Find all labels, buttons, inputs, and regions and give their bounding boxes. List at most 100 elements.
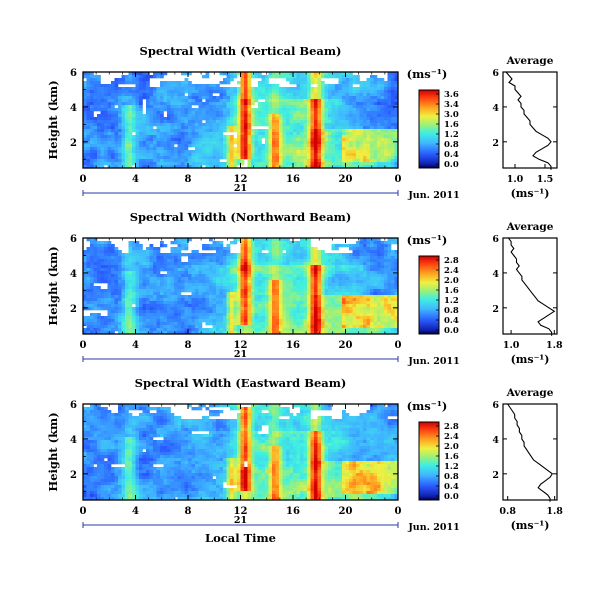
colorbar-tick-label: 3.4 — [444, 100, 459, 110]
heatmap-cell — [171, 84, 175, 87]
heatmap-cell — [122, 259, 126, 262]
heatmap-cell — [255, 265, 259, 268]
heatmap-cell — [174, 253, 178, 256]
heatmap-cell — [241, 319, 245, 322]
heatmap-cell — [143, 141, 147, 144]
heatmap-cell — [314, 268, 318, 271]
heatmap-cell — [339, 271, 343, 274]
heatmap-cell — [251, 90, 255, 93]
heatmap-cell — [318, 75, 322, 78]
heatmap-cell — [213, 310, 217, 313]
heatmap-cell — [300, 150, 304, 153]
heatmap-cell — [104, 153, 108, 156]
heatmap-cell — [325, 304, 329, 307]
heatmap-cell — [171, 123, 175, 126]
heatmap-cell — [265, 159, 269, 162]
heatmap-cell — [342, 304, 346, 307]
heatmap-cell — [241, 304, 245, 307]
heatmap-cell — [342, 295, 346, 298]
heatmap-cell — [304, 325, 308, 328]
heatmap-cell — [279, 129, 283, 132]
heatmap-cell — [321, 325, 325, 328]
heatmap-cell — [171, 96, 175, 99]
heatmap-cell — [118, 138, 122, 141]
heatmap-cell — [136, 241, 140, 244]
heatmap-cell — [283, 247, 287, 250]
heatmap-cell — [87, 138, 91, 141]
heatmap-cell — [297, 301, 301, 304]
heatmap-cell — [297, 132, 301, 135]
heatmap-cell — [318, 304, 322, 307]
heatmap-cell — [160, 298, 164, 301]
heatmap-cell — [328, 304, 332, 307]
heatmap-cell — [272, 304, 276, 307]
heatmap-cell — [353, 117, 357, 120]
heatmap-cell — [272, 292, 276, 295]
heatmap-cell — [101, 111, 105, 114]
heatmap-cell — [150, 301, 154, 304]
heatmap-cell — [391, 117, 395, 120]
heatmap-cell — [262, 144, 266, 147]
heatmap-cell — [234, 325, 238, 328]
heatmap-cell — [94, 241, 98, 244]
heatmap-cell — [157, 262, 161, 265]
heatmap-cell — [94, 159, 98, 162]
heatmap-cell — [304, 75, 308, 78]
heatmap-cell — [115, 117, 119, 120]
heatmap-cell — [90, 322, 94, 325]
heatmap-cell — [297, 126, 301, 129]
heatmap-cell — [181, 162, 185, 165]
heatmap-cell — [150, 96, 154, 99]
heatmap-cell — [178, 120, 182, 123]
heatmap-cell — [286, 283, 290, 286]
heatmap-cell — [360, 90, 364, 93]
heatmap-cell — [248, 241, 252, 244]
heatmap-cell — [269, 114, 273, 117]
heatmap-cell — [332, 313, 336, 316]
heatmap-cell — [153, 114, 157, 117]
heatmap-cell — [388, 120, 392, 123]
heatmap-cell — [377, 150, 381, 153]
heatmap-cell — [335, 310, 339, 313]
heatmap-cell — [304, 328, 308, 331]
heatmap-cell — [216, 250, 220, 253]
heatmap-cell — [360, 120, 364, 123]
heatmap-cell — [108, 304, 112, 307]
heatmap-cell — [216, 307, 220, 310]
heatmap-cell — [111, 102, 115, 105]
heatmap-cell — [118, 93, 122, 96]
heatmap-cell — [293, 322, 297, 325]
heatmap-cell — [174, 310, 178, 313]
heatmap-cell — [227, 247, 231, 250]
heatmap-cell — [139, 292, 143, 295]
heatmap-cell — [157, 105, 161, 108]
heatmap-cell — [223, 156, 227, 159]
heatmap-cell — [146, 111, 150, 114]
heatmap-cell — [300, 96, 304, 99]
heatmap-cell — [286, 244, 290, 247]
heatmap-cell — [265, 114, 269, 117]
heatmap-cell — [227, 310, 231, 313]
heatmap-cell — [230, 289, 234, 292]
heatmap-cell — [321, 150, 325, 153]
heatmap-cell — [188, 141, 192, 144]
heatmap-cell — [220, 150, 224, 153]
heatmap-cell — [111, 84, 115, 87]
heatmap-cell — [185, 301, 189, 304]
heatmap-cell — [167, 153, 171, 156]
heatmap-cell — [269, 87, 273, 90]
heatmap-cell — [181, 271, 185, 274]
heatmap-cell — [230, 325, 234, 328]
heatmap-cell — [185, 262, 189, 265]
heatmap-cell — [94, 129, 98, 132]
heatmap-cell — [108, 84, 112, 87]
heatmap-cell — [339, 162, 343, 165]
heatmap-cell — [300, 295, 304, 298]
heatmap-cell — [300, 126, 304, 129]
heatmap-cell — [206, 87, 210, 90]
heatmap-cell — [346, 126, 350, 129]
heatmap-cell — [90, 247, 94, 250]
heatmap-cell — [220, 117, 224, 120]
heatmap-cell — [283, 277, 287, 280]
heatmap-cell — [94, 268, 98, 271]
